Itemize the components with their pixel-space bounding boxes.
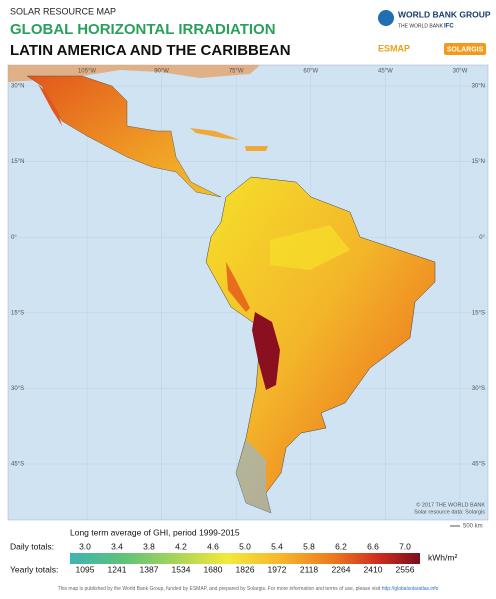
scale: 500 km [463,524,483,530]
longitude-label: 30°W [453,69,468,75]
daily-value: 4.2 [175,541,187,551]
mexico-central-america [26,75,222,198]
daily-value: 7.0 [399,541,411,551]
ifc-logo: IFC [444,24,454,30]
usa [8,65,260,82]
daily-value: 4.6 [207,541,219,551]
daily-value: 3.8 [143,541,155,551]
solargis-badge [444,43,486,55]
yearly-value: 1387 [140,564,159,574]
yearly-label: Yearly totals: [10,564,58,574]
daily-value: 6.6 [367,541,379,551]
hispaniola [245,146,268,151]
solargis-logo: SOLARGIS [447,46,484,53]
kicker: SOLAR RESOURCE MAP [10,6,116,16]
latitude-label-right: 0° [479,235,485,241]
subtitle: LATIN AMERICA AND THE CARIBBEAN [10,42,291,59]
patagonia [236,440,271,513]
longitude-label: 75°W [229,69,244,75]
latitude-label: 15°S [11,310,24,316]
daily-value: 6.2 [335,541,347,551]
latitude-label-right: 30°N [472,84,485,90]
yearly-value: 2264 [332,564,351,574]
yearly-value: 1534 [172,564,191,574]
latitude-label: 0° [11,235,17,241]
latitude-label-right: 45°S [472,462,485,468]
wb-logo-icon [378,10,394,26]
copyright: © 2017 THE WORLD BANK [416,501,485,508]
yearly-value: 2410 [364,564,383,574]
longitude-label: 60°W [303,69,318,75]
latitude-label: 45°S [11,462,24,468]
longitude-label: 105°W [78,69,96,75]
footer: This map is published by the World Bank … [58,586,439,592]
latitude-label-right: 15°S [472,310,485,316]
yearly-value: 1826 [236,564,255,574]
longitude-label: 90°W [154,69,169,75]
peru-coast [226,262,250,312]
yearly-value: 1241 [108,564,127,574]
baja [38,84,62,126]
latitude-label: 15°N [11,159,24,165]
daily-label: Daily totals: [10,541,54,551]
andes [252,312,280,390]
latitude-label: 30°S [11,386,24,392]
daily-value: 5.0 [239,541,251,551]
yearly-value: 1095 [76,564,95,574]
footer-text: This map is published by the World Bank … [58,586,382,592]
yearly-value: 1972 [268,564,287,574]
legend-caption: Long term average of GHI, period 1999-20… [70,527,240,537]
color-bar [70,553,420,564]
daily-value: 5.8 [303,541,315,551]
wb-logo: THE WORLD BANK [398,23,444,29]
yearly-value: 2556 [396,564,415,574]
latitude-label: 30°N [11,84,24,90]
source: Solar resource data: Solargis [414,509,485,515]
yearly-value: 2118 [300,564,319,574]
title: GLOBAL HORIZONTAL IRRADIATION [10,21,276,38]
cuba [190,128,240,140]
daily-value: 5.4 [271,541,283,551]
amazon [270,225,350,270]
footer-link[interactable]: http://globalsolaratlas.info [382,586,439,592]
latitude-label-right: 15°N [472,159,485,165]
esmap-logo: ESMAP [378,43,410,53]
latitude-label-right: 30°S [472,386,485,392]
daily-value: 3.4 [111,541,123,551]
daily-value: 3.0 [79,541,91,551]
unit: kWh/m² [428,552,457,562]
wbg-logo: WORLD BANK GROUP [398,9,491,19]
longitude-label: 45°W [378,69,393,75]
yearly-value: 1680 [204,564,223,574]
